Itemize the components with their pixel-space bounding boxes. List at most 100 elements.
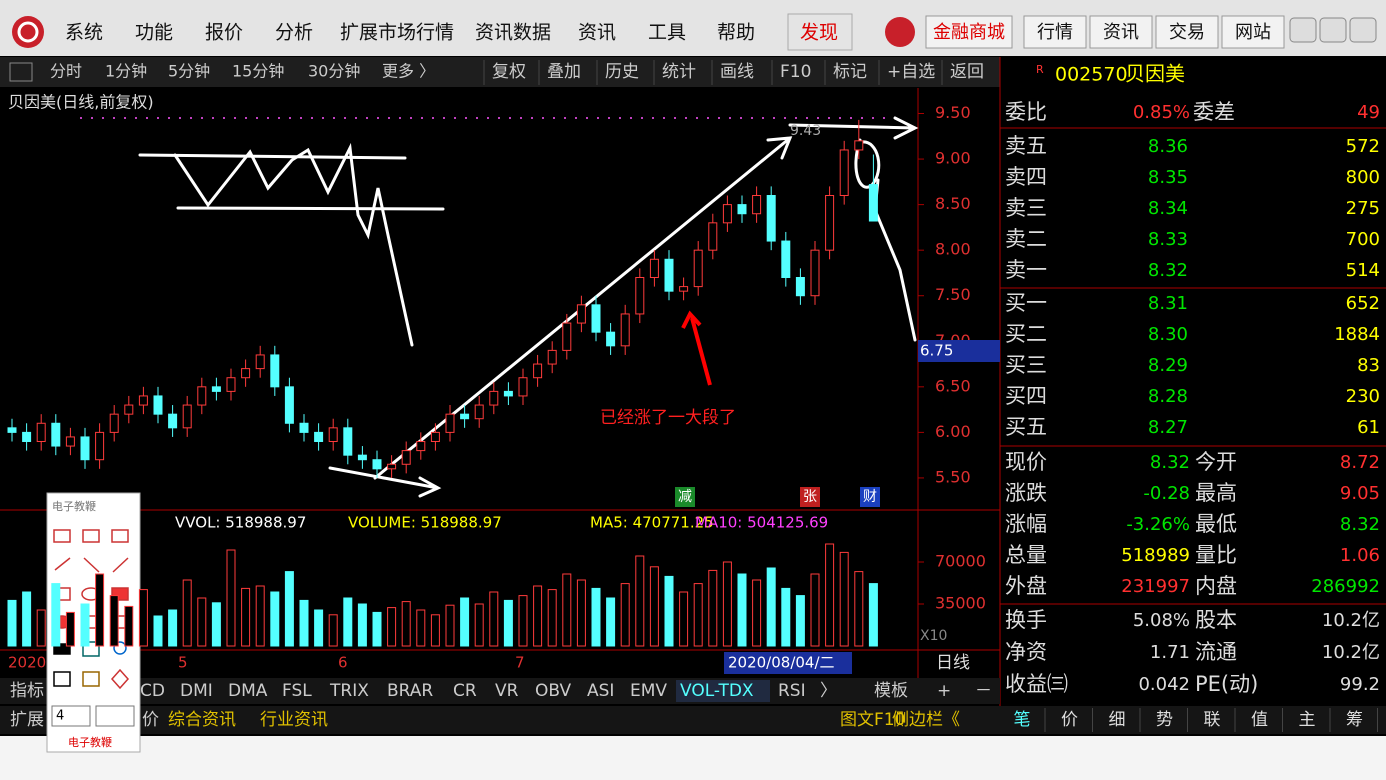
order-price: 8.31: [1148, 293, 1188, 314]
indicator-tab[interactable]: DMA: [228, 681, 268, 701]
menu-item[interactable]: 分析: [275, 22, 313, 44]
tool-button[interactable]: 复权: [492, 62, 526, 82]
indicator-tab[interactable]: OBV: [535, 681, 572, 701]
menu-item[interactable]: 工具: [648, 22, 686, 44]
menu-item[interactable]: 扩展市场行情: [340, 22, 454, 44]
minimize[interactable]: [1289, 17, 1317, 43]
top-button-label[interactable]: 网站: [1235, 22, 1271, 43]
top-button-label[interactable]: 资讯: [1103, 22, 1139, 43]
tool-button[interactable]: +自选: [887, 62, 935, 82]
bottom-link[interactable]: 图文F10: [840, 710, 905, 730]
period-tab[interactable]: 分时: [50, 62, 82, 81]
panel-tab[interactable]: 联: [1204, 710, 1221, 730]
period-tab[interactable]: 1分钟: [105, 62, 147, 81]
bottom-tab[interactable]: 价: [142, 710, 159, 730]
size-select[interactable]: [51, 705, 91, 727]
period-tab[interactable]: 30分钟: [308, 62, 360, 81]
panel-tab[interactable]: 价: [1061, 710, 1078, 730]
menu-item[interactable]: 发现: [800, 22, 838, 44]
candle-body: [255, 354, 265, 370]
indicator-tab[interactable]: VR: [495, 681, 519, 701]
panel-tab[interactable]: 主: [1299, 710, 1316, 730]
indicator-tab[interactable]: EMV: [630, 681, 667, 701]
tool-button[interactable]: 历史: [605, 62, 639, 82]
volume-bar: [255, 585, 265, 647]
period-tab[interactable]: 更多 〉: [382, 62, 435, 81]
top-button[interactable]: [925, 15, 1013, 49]
r-mark: R: [1036, 63, 1044, 76]
tool-button[interactable]: 标记: [833, 62, 867, 82]
candle-body: [503, 390, 513, 397]
bottom-tab[interactable]: 综合资讯: [168, 710, 236, 730]
order-price: 8.32: [1148, 260, 1188, 281]
order-label: 买二: [1005, 322, 1047, 346]
stock-code: 002570: [1055, 64, 1128, 86]
indicator-tab[interactable]: CR: [453, 681, 477, 701]
indicator-tab[interactable]: ASI: [587, 681, 614, 701]
period-tab[interactable]: 15分钟: [232, 62, 284, 81]
menu-item[interactable]: 系统: [65, 22, 103, 44]
close[interactable]: [1349, 17, 1377, 43]
stat-label: 内盘: [1195, 574, 1237, 598]
menu-item[interactable]: 功能: [135, 22, 173, 44]
maximize[interactable]: [1319, 17, 1347, 43]
top-button-label[interactable]: 金融商城: [933, 22, 1005, 43]
tool-button[interactable]: 叠加: [547, 62, 581, 82]
indicator-tab[interactable]: VOL-TDX: [680, 681, 754, 701]
top-button[interactable]: [1023, 15, 1087, 49]
top-button[interactable]: [1089, 15, 1153, 49]
indicator-tab[interactable]: RSI: [778, 681, 806, 701]
panel-tab[interactable]: 筹: [1346, 710, 1363, 730]
menu-item[interactable]: 帮助: [717, 22, 755, 44]
panel-tab[interactable]: 细: [1109, 710, 1126, 730]
indicator-control[interactable]: －: [975, 681, 992, 701]
candle-body: [65, 436, 75, 447]
tool-button[interactable]: 统计: [662, 62, 696, 82]
volume-bar: [357, 603, 367, 647]
indicator-tab[interactable]: DMI: [180, 681, 213, 701]
size-value[interactable]: 4: [56, 709, 64, 724]
tool-button[interactable]: 画线: [720, 62, 754, 82]
stat-label: 股本: [1195, 608, 1237, 632]
volume-bar: [474, 603, 484, 647]
stat-label: 最高: [1195, 481, 1237, 505]
indicator-tab[interactable]: FSL: [282, 681, 312, 701]
top-button-label[interactable]: 交易: [1169, 22, 1205, 43]
order-label: 卖二: [1005, 227, 1047, 251]
tool-button[interactable]: F10: [780, 62, 811, 82]
indicator-control[interactable]: +: [937, 681, 951, 701]
stat-label: 现价: [1005, 450, 1047, 474]
x-label: 6: [338, 654, 348, 672]
order-volume: 800: [1346, 167, 1380, 188]
toolbar-toggle[interactable]: [9, 62, 33, 82]
color-select[interactable]: [95, 705, 135, 727]
candle-body: [343, 427, 353, 456]
top-button[interactable]: [1221, 15, 1285, 49]
indicator-control[interactable]: 模板: [874, 681, 908, 701]
candle-body: [839, 149, 849, 197]
menu-item[interactable]: 报价: [205, 22, 243, 44]
top-button-label[interactable]: 行情: [1037, 22, 1073, 43]
menu-item[interactable]: 资讯数据: [475, 22, 551, 44]
bottom-tab[interactable]: 行业资讯: [260, 710, 328, 730]
logo: [12, 16, 44, 48]
bottom-tab[interactable]: 扩展: [10, 710, 44, 730]
indicator-tab[interactable]: TRIX: [329, 681, 369, 701]
indicator-tab[interactable]: CD: [140, 681, 165, 701]
tool-button[interactable]: 返回: [950, 62, 984, 82]
indicator-tab[interactable]: 指标: [10, 681, 44, 701]
indicator-tab[interactable]: 〉: [820, 681, 837, 701]
bottom-link[interactable]: 侧边栏《: [892, 710, 960, 730]
panel-tab[interactable]: 笔: [1014, 710, 1031, 730]
candle-body: [854, 140, 864, 151]
menu-item[interactable]: 资讯: [578, 22, 616, 44]
stat-value: 10.2亿: [1322, 642, 1380, 663]
indicator-tab[interactable]: BRAR: [387, 681, 433, 701]
order-price: 8.27: [1148, 417, 1188, 438]
top-button[interactable]: [1155, 15, 1219, 49]
panel-tab[interactable]: 值: [1251, 710, 1268, 730]
x-label: 2020: [8, 654, 46, 672]
panel-tab[interactable]: 势: [1156, 710, 1173, 730]
period-tab[interactable]: 5分钟: [168, 62, 210, 81]
stat-value: 9.05: [1340, 483, 1380, 504]
